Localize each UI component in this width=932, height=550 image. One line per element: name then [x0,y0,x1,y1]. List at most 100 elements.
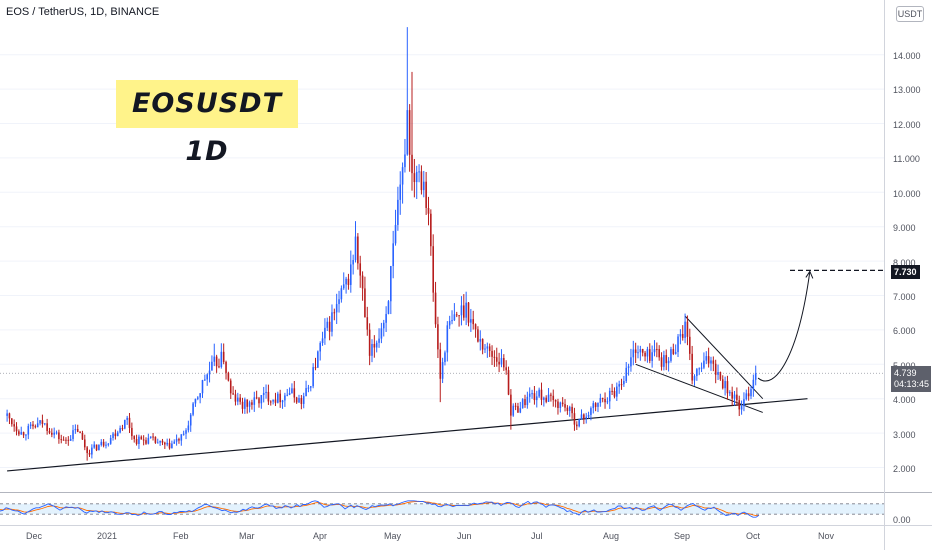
candle-body [665,355,668,364]
rsi-line [0,500,760,518]
candle-body [128,417,131,428]
candle-body [385,313,387,323]
candle-body [585,416,588,419]
candle-body [653,349,656,353]
rsi-axis-label: 0.00 [893,515,911,525]
candle-body [208,370,211,375]
candle-body [413,173,416,183]
candle-body [79,431,81,433]
candle-body [114,433,117,437]
candle-body [684,321,686,338]
candle-body [707,356,710,364]
candle-body [451,320,453,322]
candle-body [535,396,538,401]
candle-body [213,356,216,362]
candle-body [121,428,124,430]
candle-body [364,288,366,318]
candle-body [43,423,46,425]
candle-body [83,439,86,448]
last-price-tag: 4.739 04:13:45 [891,366,931,392]
candle-body [65,439,67,441]
candle-body [592,403,595,409]
candle-body [206,374,209,380]
candle-body [705,356,708,361]
candle-body [460,305,463,316]
candle-body [133,436,136,440]
candle-body [149,436,152,438]
candle-body [616,386,618,397]
candle-body [691,353,693,381]
candle-body [620,384,623,386]
candle-body [335,304,338,313]
x-tick-label: Dec [26,531,43,541]
candle-body [354,236,357,261]
candle-body [175,438,178,442]
candle-body [481,338,484,350]
candle-body [98,445,100,451]
candle-body [302,396,305,404]
candle-body [736,394,738,401]
candle-body [641,348,644,353]
candle-body [199,393,201,398]
candle-body [745,393,748,400]
candle-body [27,425,30,435]
candle-body [305,388,307,397]
candle-body [458,315,460,317]
candle-body [724,381,726,389]
candle-body [717,372,719,375]
candle-body [159,440,161,443]
symbol-title[interactable]: EOS / TetherUS, 1D, BINANCE [6,6,160,18]
candle-body [606,401,609,403]
candle-body [408,110,411,155]
candle-body [135,439,138,444]
chart-annotation-title: EOSUSDT 1D [116,80,298,167]
candle-body [670,349,672,361]
candle-body [644,352,646,357]
y-tick-label: 7.000 [893,292,916,302]
candle-body [750,389,752,397]
candle-body [698,368,701,370]
projection-arrowhead [805,270,814,279]
currency-unit-button[interactable]: USDT [896,6,924,22]
candle-body [437,324,439,350]
candle-body [201,380,204,394]
candle-body [752,379,755,390]
candle-body [505,367,507,371]
candle-body [512,405,515,416]
candle-body [366,317,369,330]
candle-body [36,423,39,428]
candle-body [119,428,121,433]
candle-body [719,372,722,380]
candle-body [531,393,533,395]
candle-body [192,403,194,415]
candle-body [41,420,44,424]
candle-body [543,397,545,400]
candle-body [491,350,493,357]
candle-body [721,379,724,389]
candle-body [486,346,489,349]
candle-body [288,393,291,395]
candle-body [173,441,176,444]
candle-body [131,427,133,437]
candle-body [528,393,531,397]
candle-body [105,444,107,446]
candle-body [693,376,696,381]
candle-body [182,433,185,435]
candle-body [272,399,274,402]
candle-body [672,349,675,354]
candle-body [194,398,197,404]
candle-body [387,301,390,314]
candle-body [8,413,11,419]
candle-body [248,402,251,407]
candle-body [406,110,409,155]
candle-body [453,314,456,321]
x-tick-label: Jun [457,531,472,541]
candle-body [677,336,679,353]
candle-body [632,349,635,358]
candle-body [425,181,427,208]
candle-body [284,395,286,401]
candle-body [526,396,529,406]
candle-body [255,397,258,399]
candle-body [674,352,677,354]
candle-body [25,434,27,436]
